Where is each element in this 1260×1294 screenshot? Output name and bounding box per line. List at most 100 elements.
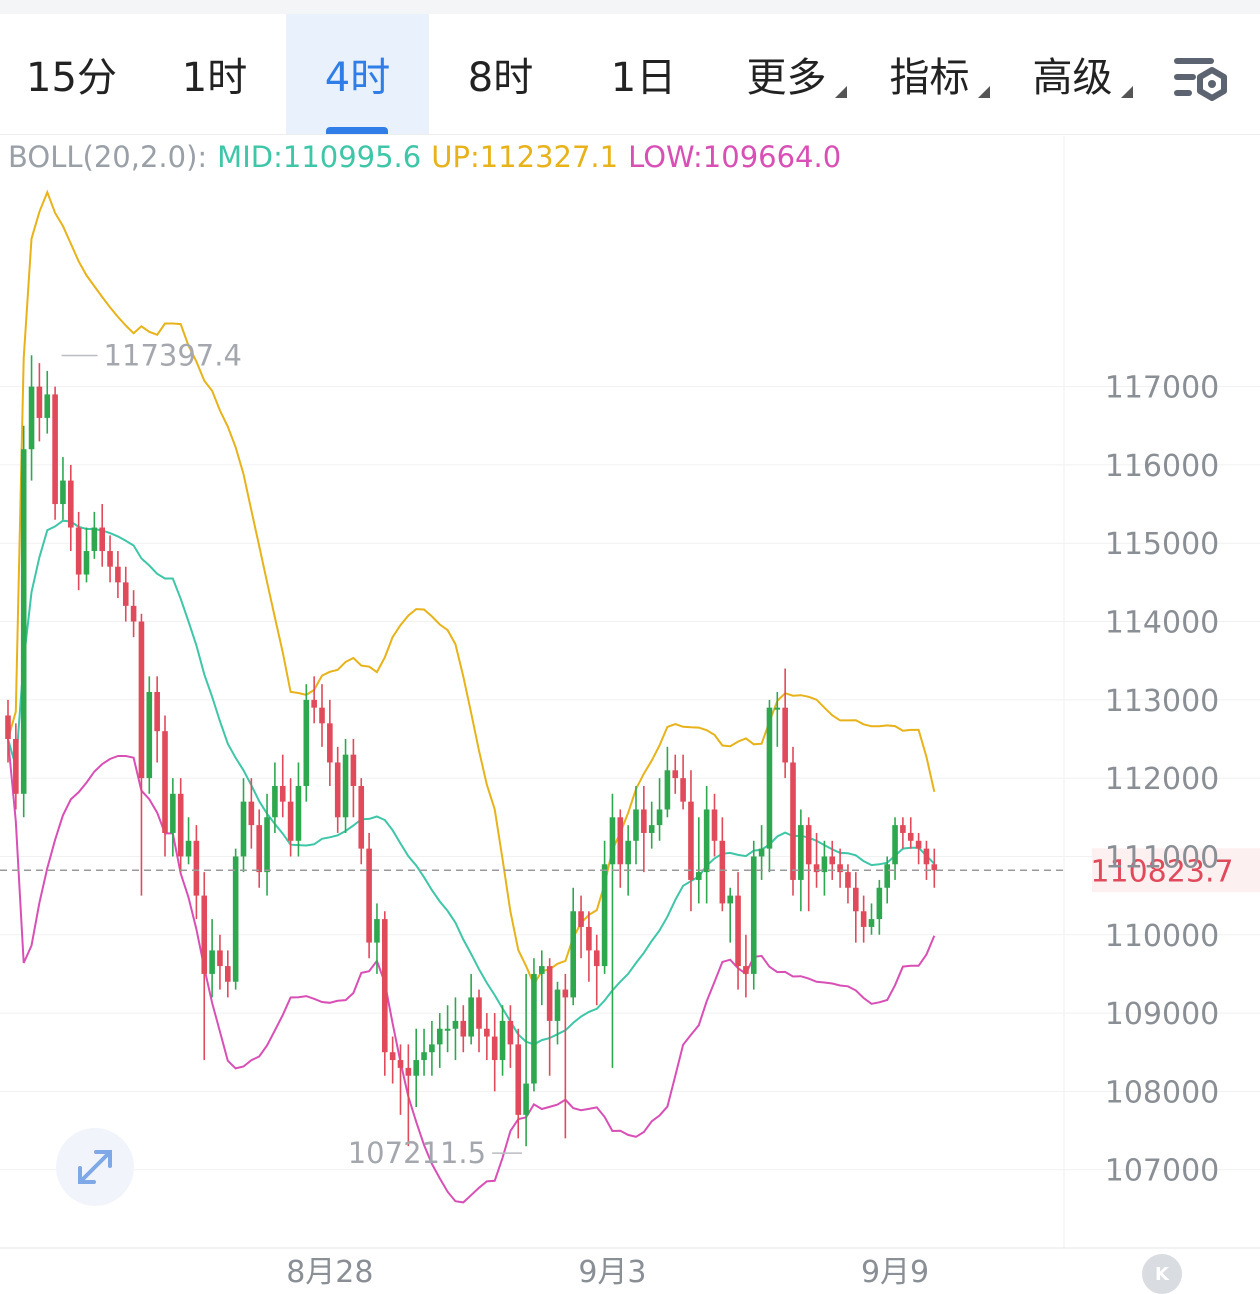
x-tick-label: 9月3	[578, 1255, 646, 1286]
candle-body	[358, 785, 365, 849]
tab-indicators[interactable]: 指标	[858, 14, 1001, 134]
candle-body	[711, 809, 718, 841]
candle-body	[107, 551, 113, 567]
candle-body	[491, 1036, 498, 1061]
y-tick-label: 113000	[1105, 684, 1220, 719]
chart-settings-button[interactable]	[1168, 50, 1232, 114]
y-tick-label: 115000	[1105, 527, 1220, 562]
candle-body	[931, 864, 938, 871]
candle-body	[240, 801, 247, 857]
dropdown-triangle-icon	[835, 86, 847, 98]
tab-advanced[interactable]: 高级	[1001, 14, 1144, 134]
candle-body	[570, 911, 576, 998]
candle-body	[523, 1083, 529, 1115]
candle-body	[656, 809, 663, 826]
candle-body	[44, 394, 51, 418]
boll-name: BOLL(20,2.0):	[8, 140, 208, 174]
candle-body	[531, 973, 537, 1084]
tab-more[interactable]: 更多	[715, 14, 858, 134]
candle-body	[130, 605, 137, 622]
candle-body	[319, 707, 325, 724]
candle-body	[798, 825, 804, 880]
candle-body	[633, 809, 639, 841]
tab-8h[interactable]: 8时	[467, 55, 534, 101]
candle-body	[539, 966, 545, 974]
candle-body	[860, 911, 867, 927]
candle-body	[193, 840, 200, 896]
candle-body	[444, 1028, 451, 1031]
candle-body	[20, 449, 27, 794]
candle-body	[884, 864, 890, 888]
candle-body	[476, 997, 482, 1029]
candle-body	[460, 1020, 467, 1037]
candle-body	[641, 809, 647, 833]
candle-body	[374, 919, 380, 943]
candle-body	[617, 817, 624, 865]
price-markers: 117397.4 107211.5 110823.7	[0, 338, 1260, 1170]
candle-body	[727, 895, 733, 904]
candle-body	[311, 699, 317, 708]
candle-body	[688, 801, 694, 880]
candle-body	[389, 1052, 396, 1061]
candle-body	[821, 856, 828, 873]
candle-body	[217, 950, 223, 967]
candle-body	[382, 919, 388, 1053]
status-strip	[0, 0, 1260, 14]
candle-body	[99, 527, 105, 552]
dropdown-triangle-icon	[1121, 86, 1133, 98]
candle-body	[60, 480, 66, 505]
candle-body	[703, 809, 710, 873]
candle-body	[672, 770, 679, 779]
candle-body	[185, 840, 192, 857]
current-price-tag	[1092, 848, 1260, 893]
k-badge[interactable]: K	[1142, 1254, 1182, 1294]
candle-body	[915, 840, 922, 849]
candle-body	[248, 801, 255, 826]
candle-body	[279, 785, 286, 802]
tab-1h[interactable]: 1时	[181, 55, 248, 101]
candle-body	[743, 966, 749, 974]
tab-4h[interactable]: 4时	[286, 14, 429, 134]
candle-body	[342, 754, 349, 818]
candle-body	[272, 785, 278, 818]
candle-body	[429, 1044, 435, 1053]
tab-1d[interactable]: 1日	[610, 55, 677, 101]
candle-body	[845, 872, 851, 888]
candle-body	[452, 1020, 459, 1029]
candle-body	[664, 770, 671, 810]
candle-body	[122, 582, 129, 606]
y-tick-label: 114000	[1105, 606, 1220, 641]
candle-body	[13, 738, 19, 794]
candle-body	[225, 966, 231, 982]
candle-body	[170, 793, 176, 833]
candle-body	[593, 950, 600, 967]
candle-body	[28, 386, 35, 450]
candle-body	[295, 785, 302, 841]
chart-settings-icon	[1174, 58, 1227, 101]
candle-body	[68, 480, 74, 528]
candle-body	[413, 1060, 419, 1076]
candle-body	[201, 895, 208, 974]
candle-body	[719, 840, 726, 904]
y-tick-label: 117000	[1105, 371, 1220, 406]
candle-body	[805, 825, 812, 865]
candle-body	[923, 848, 930, 865]
high-marker-label: 117397.4	[104, 338, 242, 372]
candle-body	[436, 1028, 443, 1045]
y-tick-label: 110000	[1105, 919, 1220, 954]
candle-body	[853, 887, 859, 912]
fullscreen-button[interactable]	[56, 1128, 134, 1206]
boll-indicator-legend: BOLL(20,2.0): MID:110995.6 UP:112327.1 LOW:…	[8, 140, 851, 174]
candle-body	[774, 707, 781, 710]
candle-body	[232, 856, 239, 982]
candle-body	[209, 950, 215, 974]
candle-body	[562, 989, 569, 998]
candle-body	[696, 872, 702, 880]
candle-body	[907, 832, 914, 841]
candle-body	[484, 1028, 490, 1037]
candle-body	[900, 825, 906, 833]
y-tick-label: 108000	[1105, 1075, 1220, 1110]
candlestick-chart[interactable]: 117397.4 107211.5 110823.7 117000 116000 115…	[0, 136, 1260, 1286]
tab-15m[interactable]: 15分	[26, 55, 117, 101]
candle-body	[366, 848, 372, 943]
